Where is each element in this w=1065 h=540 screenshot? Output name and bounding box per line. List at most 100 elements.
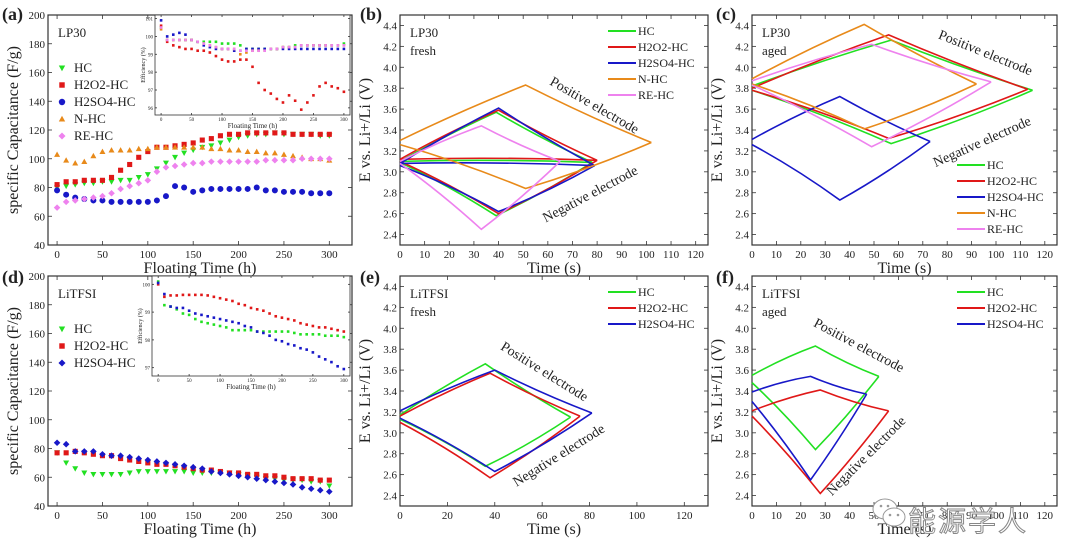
y-tick-label: 3.0 xyxy=(735,428,749,440)
inset-data-point xyxy=(194,312,197,315)
inset-data-point xyxy=(312,47,315,51)
positive-electrode-curve xyxy=(399,124,561,163)
legend-label: H2O2-HC xyxy=(74,338,128,353)
inset-y-tick-label: 99 xyxy=(145,311,151,316)
series-H2SO4-HC xyxy=(751,375,868,482)
inset-data-point xyxy=(178,45,181,49)
inset-data-point xyxy=(159,27,163,31)
x-tick-label: 120 xyxy=(687,249,704,261)
data-point xyxy=(217,145,224,152)
data-point xyxy=(217,133,223,139)
inset-data-point xyxy=(226,60,230,63)
y-tick-label: 4.4 xyxy=(383,281,397,293)
data-point xyxy=(144,469,151,475)
data-point xyxy=(126,147,133,153)
series-RE-HC xyxy=(399,124,561,231)
data-point xyxy=(135,175,142,181)
inset-data-point xyxy=(274,314,278,318)
data-point xyxy=(226,137,233,144)
legend-label: RE-HC xyxy=(987,222,1023,236)
condition-label: fresh xyxy=(410,304,436,319)
legend-marker xyxy=(58,98,66,106)
inset-data-point xyxy=(318,47,321,51)
inset-data-point xyxy=(269,92,273,95)
x-tick-label: 100 xyxy=(988,510,1005,522)
data-point xyxy=(117,147,124,153)
condition-label: LiTFSI xyxy=(762,286,800,301)
condition-label: LiTFSI xyxy=(410,286,448,301)
data-point xyxy=(326,131,332,137)
inset-x-tick-label: 150 xyxy=(247,379,255,384)
panel-label: (f) xyxy=(716,267,734,288)
data-point xyxy=(271,156,279,164)
inset-data-point xyxy=(262,331,265,335)
inset-data-point xyxy=(275,47,279,51)
data-point xyxy=(244,185,251,192)
data-point xyxy=(180,462,188,470)
panel-e: 0 20 40 60 80 100 120 2.4 2.6 2.8 3.0 3.2 3.4 3.6 3.8 4… xyxy=(357,267,709,538)
data-point xyxy=(108,452,115,459)
data-point xyxy=(290,152,297,159)
inset-data-point xyxy=(187,293,191,297)
data-point xyxy=(71,448,79,455)
condition-label: aged xyxy=(762,43,787,58)
inset-data-point xyxy=(249,306,253,310)
inset-data-point xyxy=(214,40,218,44)
y-tick-label: 100 xyxy=(29,415,46,427)
inset-data-point xyxy=(336,328,339,332)
legend-label: H2O2-HC xyxy=(638,40,688,54)
y-tick-label: 3.6 xyxy=(383,365,397,377)
inset-data-point xyxy=(212,316,216,319)
data-point xyxy=(181,144,188,150)
inset-x-tick-label: 200 xyxy=(278,379,286,384)
data-point xyxy=(99,450,106,458)
data-point xyxy=(217,469,224,477)
inset-data-point xyxy=(208,45,212,49)
inset-y-tick-label: 97 xyxy=(145,367,151,372)
inset-data-point xyxy=(293,45,297,49)
inset-data-point xyxy=(208,44,212,47)
data-point xyxy=(244,158,251,165)
inset-data-point xyxy=(169,294,172,297)
inset-data-point xyxy=(212,323,216,326)
negative-electrode-curve xyxy=(399,141,652,190)
y-axis-label: specific Capacitance (F/g) xyxy=(5,307,22,475)
inset-data-point xyxy=(206,314,209,318)
positive-electrode-curve xyxy=(751,345,880,378)
inset-data-point xyxy=(224,298,228,301)
data-point xyxy=(63,183,70,190)
positive-electrode-curve xyxy=(399,107,596,167)
plot-frame xyxy=(399,14,709,246)
data-point xyxy=(108,471,115,478)
legend-label: RE-HC xyxy=(74,128,113,143)
inset-data-point xyxy=(206,321,209,325)
data-point xyxy=(217,140,224,146)
inset-data-point xyxy=(218,324,222,328)
negative-electrode-curve xyxy=(399,159,598,215)
y-tick-label: 2.4 xyxy=(735,491,749,503)
data-point xyxy=(172,144,179,150)
inset-data-point xyxy=(163,303,166,307)
inset-data-point xyxy=(257,81,260,85)
y-tick-label: 3.6 xyxy=(383,104,397,116)
data-point xyxy=(326,155,333,163)
positive-electrode-curve xyxy=(751,375,867,395)
y-tick-label: 4.2 xyxy=(383,302,397,314)
inset-data-point xyxy=(202,44,206,47)
legend-label: H2O2-HC xyxy=(638,301,688,315)
x-tick-label: 200 xyxy=(230,510,247,522)
inset-x-tick-label: 200 xyxy=(279,118,287,123)
legend-label: H2SO4-HC xyxy=(74,94,135,109)
series-H2SO4-HC xyxy=(53,439,333,495)
inset-data-point xyxy=(281,47,285,51)
inset-data-point xyxy=(237,302,240,306)
data-point xyxy=(189,463,197,471)
inset-data-point xyxy=(330,360,333,364)
inset-data-point xyxy=(323,334,327,338)
x-tick-label: 300 xyxy=(321,249,338,261)
data-point xyxy=(172,469,179,475)
inset-x-tick-label: 150 xyxy=(249,118,257,123)
data-point xyxy=(172,154,179,161)
x-tick-label: 50 xyxy=(97,249,109,261)
data-point xyxy=(262,150,269,156)
